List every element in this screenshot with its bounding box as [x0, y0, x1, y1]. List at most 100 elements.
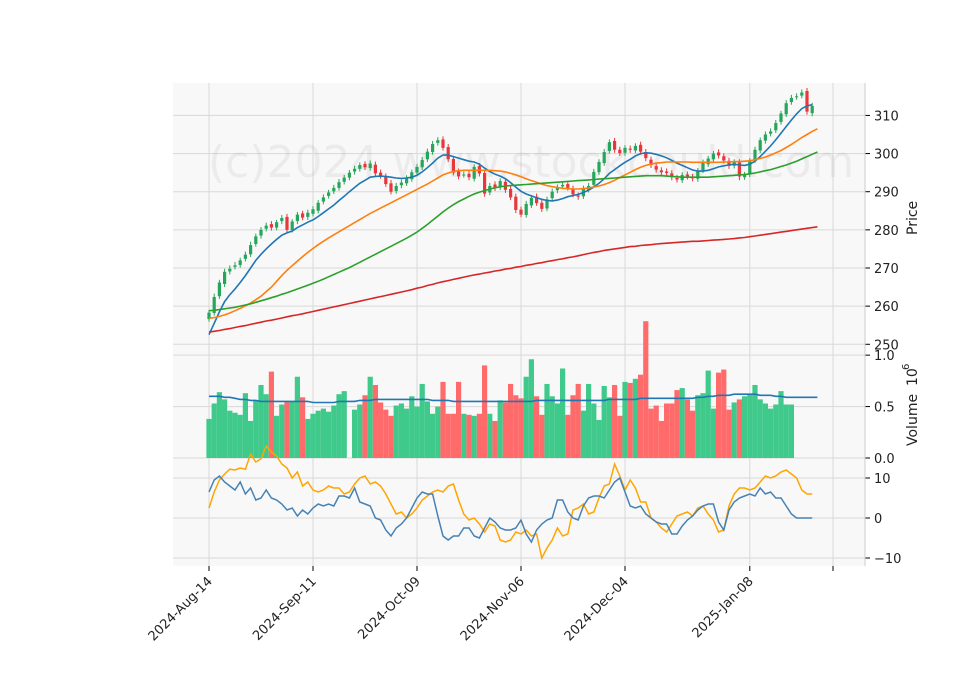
candle-body: [789, 97, 793, 103]
volume-bar: [492, 420, 498, 458]
candle-body: [758, 140, 762, 151]
volume-bar: [617, 415, 623, 458]
candle-body: [717, 152, 721, 156]
volume-bar: [783, 404, 789, 458]
moving-average-line-4: [208, 226, 818, 333]
candle-body: [275, 222, 279, 228]
volume-bar: [430, 413, 436, 458]
candle-body: [623, 147, 627, 153]
volume-bar: [762, 403, 768, 458]
volume-bar: [248, 420, 254, 458]
volume-bar: [445, 413, 451, 458]
candle-body: [706, 158, 710, 165]
candle-body: [269, 224, 273, 228]
volume-bar: [544, 383, 550, 458]
volume-bar: [300, 397, 306, 458]
volume-exponent-base: 10: [905, 368, 921, 386]
candle-body: [540, 202, 544, 209]
volume-bar: [476, 413, 482, 458]
volume-bar: [773, 404, 779, 458]
volume-bar: [206, 418, 212, 458]
candle-body: [810, 105, 814, 114]
volume-bar: [341, 391, 347, 458]
volume-bar: [695, 395, 701, 458]
volume-bar: [721, 369, 727, 458]
candle-body: [415, 166, 419, 173]
candle-body: [316, 202, 320, 211]
volume-bar: [518, 398, 524, 458]
candle-body: [607, 142, 611, 151]
volume-bar: [274, 415, 280, 458]
volume-bar: [643, 321, 649, 458]
candle-body: [353, 168, 357, 172]
volume-bar: [372, 384, 378, 458]
candle-body: [644, 152, 648, 159]
candle-body: [545, 199, 549, 209]
volume-bar: [414, 406, 420, 458]
candle-body: [446, 147, 450, 160]
volume-bar: [612, 384, 618, 458]
candle-body: [628, 148, 632, 150]
volume-bar: [435, 406, 441, 458]
volume-bar: [315, 410, 321, 458]
volume-axis-label: Volume: [905, 394, 921, 446]
volume-bar: [461, 413, 467, 458]
candle-body: [753, 149, 757, 161]
candle-body: [342, 177, 346, 182]
candle-body: [498, 181, 502, 188]
candle-body: [613, 140, 617, 150]
volume-bar: [279, 404, 285, 458]
candle-body: [639, 144, 643, 152]
volume-exponent-power: 6: [901, 364, 912, 370]
volume-bar: [788, 404, 794, 458]
volume-bar: [336, 394, 342, 458]
candle-body: [701, 162, 705, 171]
volume-bar: [305, 418, 311, 458]
volume-bar: [570, 395, 576, 458]
moving-average-lines: [208, 103, 818, 336]
candle-body: [727, 160, 731, 166]
volume-bar: [726, 409, 732, 458]
candle-body: [441, 139, 445, 148]
candle-body: [238, 260, 242, 265]
candle-body: [493, 184, 497, 188]
candle-body: [711, 153, 715, 160]
candle-body: [306, 212, 310, 217]
candle-body: [519, 209, 523, 215]
candle-body: [696, 170, 700, 179]
candle-body: [618, 149, 622, 154]
candle-body: [405, 177, 409, 184]
volume-bar: [768, 408, 774, 458]
candle-body: [295, 214, 299, 222]
candle-body: [327, 192, 331, 196]
volume-bar: [653, 405, 659, 458]
candle-body: [249, 245, 253, 255]
candle-body: [228, 268, 232, 272]
candle-body: [800, 92, 804, 96]
candle-body: [399, 182, 403, 186]
price-ytick-label: 290: [874, 186, 899, 201]
volume-ytick-label: 0.0: [874, 452, 895, 467]
x-tick-label: 2024-Aug-14: [146, 574, 216, 644]
volume-bar: [211, 403, 217, 458]
volume-bar: [253, 400, 259, 458]
volume-bar: [658, 420, 664, 458]
candle-body: [425, 151, 429, 160]
volume-bar: [258, 384, 264, 458]
candle-body: [467, 173, 471, 178]
volume-bar: [705, 370, 711, 458]
candle-body: [529, 197, 533, 206]
price-panel-background: [173, 83, 865, 350]
volume-bar: [757, 399, 763, 458]
volume-bar: [591, 403, 597, 458]
candle-body: [254, 236, 258, 244]
candle-body: [389, 183, 393, 192]
volume-bar: [632, 378, 638, 458]
candle-body: [769, 131, 773, 134]
candle-body: [301, 213, 305, 218]
candle-body: [462, 174, 466, 176]
candle-body: [561, 184, 565, 187]
candle-body: [576, 195, 580, 197]
volume-bar: [362, 395, 368, 458]
